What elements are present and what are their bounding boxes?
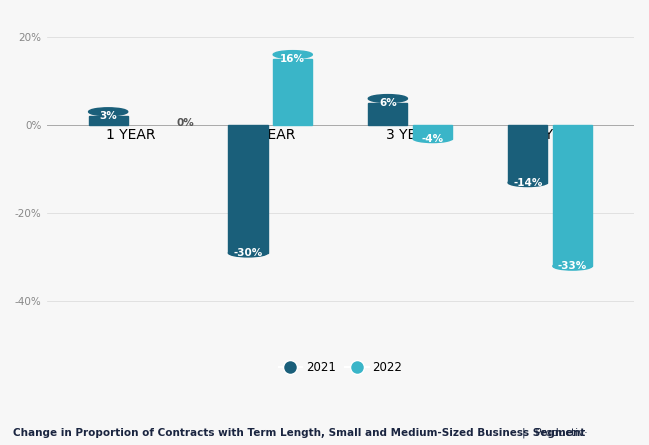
Ellipse shape	[508, 178, 547, 186]
Text: |   Productiv·: | Productiv·	[522, 428, 588, 438]
Ellipse shape	[88, 108, 128, 116]
Text: -4%: -4%	[422, 134, 444, 144]
Bar	[553, 125, 592, 266]
Text: -14%: -14%	[513, 178, 543, 188]
Legend: 2021, 2022: 2021, 2022	[274, 356, 407, 379]
Ellipse shape	[368, 95, 408, 102]
Text: 6%: 6%	[379, 97, 397, 108]
Ellipse shape	[228, 249, 267, 257]
Text: 16%: 16%	[280, 53, 305, 64]
Bar	[413, 125, 452, 138]
Bar	[508, 125, 547, 182]
Ellipse shape	[413, 135, 452, 142]
Bar	[273, 59, 312, 125]
Bar	[368, 102, 408, 125]
Text: 3%: 3%	[99, 111, 117, 121]
Text: Change in Proportion of Contracts with Term Length, Small and Medium-Sized Busin: Change in Proportion of Contracts with T…	[13, 429, 585, 438]
Text: -30%: -30%	[234, 248, 263, 258]
Text: 0%: 0%	[177, 118, 194, 128]
Bar	[88, 116, 128, 125]
Text: -33%: -33%	[558, 261, 587, 271]
Bar	[228, 125, 267, 253]
Ellipse shape	[273, 51, 312, 59]
Ellipse shape	[553, 262, 592, 270]
